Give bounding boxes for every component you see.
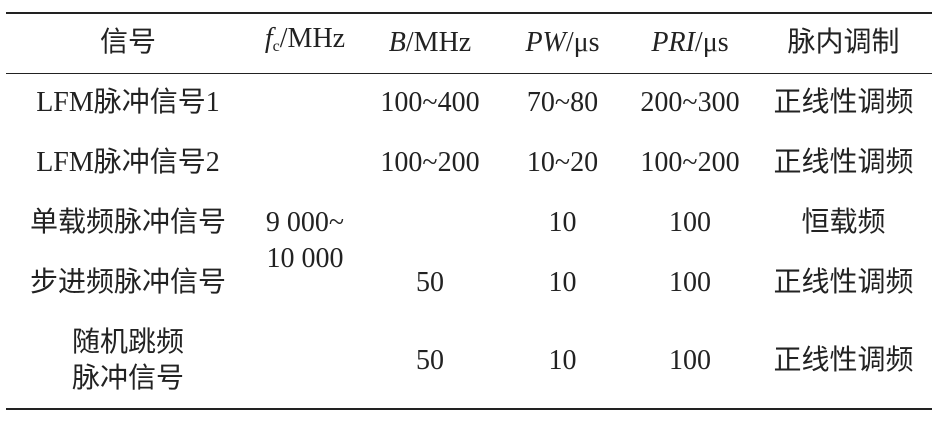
header-text: 信号 <box>99 27 156 59</box>
cell-line: 脉冲信号 <box>71 362 184 394</box>
header-cell: B/MHz <box>360 13 500 73</box>
header-cell: 脉内调制 <box>755 13 932 73</box>
table-cell: 正线性调频 <box>755 313 932 409</box>
header-cell: PW/μs <box>500 13 625 73</box>
table-cell: 100~400 <box>360 73 500 133</box>
table-cell: 正线性调频 <box>755 73 932 133</box>
cell-text: 100 <box>669 207 711 238</box>
cell-line: 9 000~ <box>265 206 345 238</box>
cell-line: 步进频脉冲信号 <box>29 267 226 298</box>
header-text: /μs <box>565 27 600 59</box>
table-cell: 10 <box>500 253 625 313</box>
cell-text: 恒载频 <box>801 207 886 238</box>
table-cell: 70~80 <box>500 73 625 133</box>
cell-text: 10 <box>548 207 577 238</box>
table-cell: 10 <box>500 313 625 409</box>
cell-text: 100~400 <box>380 87 480 119</box>
cell-text: 100~200 <box>640 147 740 178</box>
header-text: 脉内调制 <box>787 27 900 59</box>
table-row: 随机跳频脉冲信号 50 10 100 正线性调频 <box>6 313 932 409</box>
header-row: 信号 fc/MHz B/MHz PW/μs PRI/μs 脉内调制 <box>6 13 932 73</box>
table-header: 信号 fc/MHz B/MHz PW/μs PRI/μs 脉内调制 <box>6 13 932 73</box>
cell-text: 50 <box>416 344 444 376</box>
header-text: /MHz <box>279 23 346 55</box>
header-variable: f <box>264 23 273 55</box>
table-cell: 50 <box>360 313 500 409</box>
table-cell: LFM脉冲信号2 <box>6 133 250 193</box>
cell-line: 单载频脉冲信号 <box>29 207 226 238</box>
table-cell: 100 <box>625 253 755 313</box>
cell-text: 70~80 <box>526 87 599 119</box>
table-cell: 10~20 <box>500 133 625 193</box>
table-row: 步进频脉冲信号 50 10 100 正线性调频 <box>6 253 932 313</box>
merged-cell: 9 000~ 10 000 <box>250 73 360 409</box>
cell-text: 10 <box>548 267 577 298</box>
header-variable: PRI <box>651 27 695 59</box>
cell-text: 10 <box>548 344 577 376</box>
table-row: LFM脉冲信号2 100~200 10~20 100~200 正线性调频 <box>6 133 932 193</box>
cell-line: 10 000 <box>266 242 344 274</box>
header-cell: 信号 <box>6 13 250 73</box>
cell-text: 正线性调频 <box>773 267 914 298</box>
header-subscript: c <box>272 38 280 56</box>
cell-text: 10~20 <box>526 147 599 178</box>
table-cell: 100 <box>625 193 755 253</box>
cell-text: 50 <box>416 267 444 298</box>
table-row: 单载频脉冲信号 10 100 恒载频 <box>6 193 932 253</box>
header-text: /MHz <box>405 27 472 59</box>
cell-text: 正线性调频 <box>773 87 914 119</box>
table-cell: 恒载频 <box>755 193 932 253</box>
header-cell: PRI/μs <box>625 13 755 73</box>
cell-line: LFM脉冲信号1 <box>36 87 220 119</box>
table-cell: 10 <box>500 193 625 253</box>
table-cell: 随机跳频 脉冲信号 <box>6 313 250 409</box>
header-cell: fc/MHz <box>250 13 360 73</box>
table-body: LFM脉冲信号1 9 000~ 10 000 100~400 70~80 200~300 正… <box>6 73 932 409</box>
table-cell: 步进频脉冲信号 <box>6 253 250 313</box>
table-cell: LFM脉冲信号1 <box>6 73 250 133</box>
table-cell <box>360 193 500 253</box>
cell-text: 100 <box>669 267 711 298</box>
table-cell: 50 <box>360 253 500 313</box>
table-cell: 100~200 <box>360 133 500 193</box>
table-cell: 正线性调频 <box>755 253 932 313</box>
table-cell: 正线性调频 <box>755 133 932 193</box>
cell-text: 100~200 <box>380 147 480 178</box>
table-cell: 100 <box>625 313 755 409</box>
header-text: /μs <box>694 27 729 59</box>
cell-text: 正线性调频 <box>773 147 914 178</box>
table-row: LFM脉冲信号1 9 000~ 10 000 100~400 70~80 200~300 正… <box>6 73 932 274</box>
table-cell: 200~300 <box>625 73 755 133</box>
table: 信号 fc/MHz B/MHz PW/μs PRI/μs 脉内调制 LFM脉冲信号1 9 0… <box>6 12 932 410</box>
cell-text: 正线性调频 <box>773 344 914 376</box>
cell-line: 随机跳频 <box>71 326 184 358</box>
cell-line: LFM脉冲信号2 <box>36 147 220 178</box>
header-variable: PW <box>525 27 566 59</box>
header-variable: B <box>388 27 406 59</box>
table-cell: 100~200 <box>625 133 755 193</box>
cell-text: 100 <box>669 344 711 376</box>
cell-text: 200~300 <box>640 87 740 119</box>
table-cell: 单载频脉冲信号 <box>6 193 250 253</box>
